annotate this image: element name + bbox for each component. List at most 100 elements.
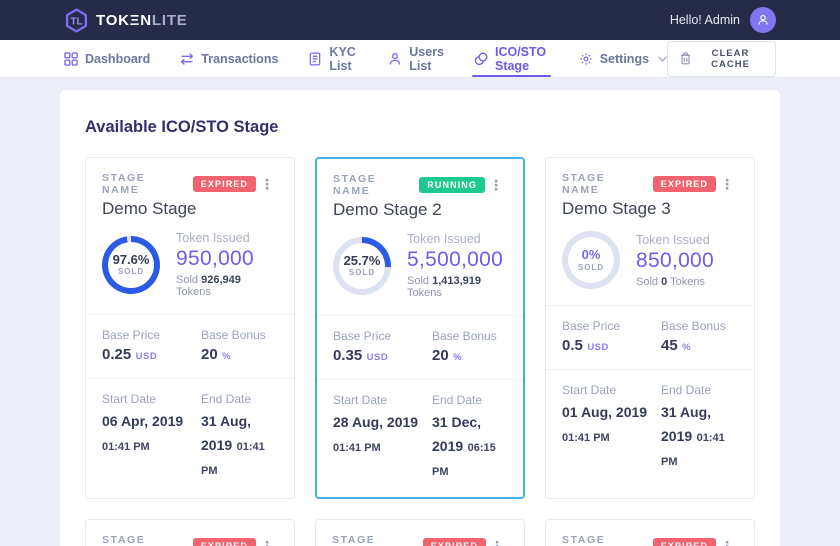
sold-percent: 25.7% [343, 252, 381, 268]
clear-cache-button[interactable]: CLEAR CACHE [667, 40, 776, 77]
main-panel: Available ICO/STO Stage STAGE NAME EXPIR… [60, 90, 780, 546]
coins-icon [474, 52, 488, 66]
base-bonus-label: Base Bonus [661, 319, 726, 333]
kyc-document-icon [308, 51, 322, 66]
stage-card: STAGE NAME EXPIRED ⋮ Demo Stage 3 0% SOL… [545, 157, 755, 499]
sold-donut-chart: 97.6% SOLD [102, 235, 160, 294]
sold-donut-chart: 25.7% SOLD [333, 236, 391, 295]
nav-label: KYC List [329, 44, 356, 73]
nav-item-transactions[interactable]: Transactions [180, 40, 278, 77]
stage-title: Demo Stage 2 [333, 200, 442, 219]
stage-name-label: STAGE NAME [562, 534, 606, 546]
token-issued-label: Token Issued [176, 231, 250, 245]
sold-caption: SOLD [577, 262, 605, 272]
sold-caption: SOLD [348, 268, 376, 278]
stage-card: STAGE NAME EXPIRED ⋮ Demo Stage 97.6% SO… [85, 157, 295, 499]
nav-label: ICO/STO Stage [494, 44, 547, 73]
end-date-value: 31 Aug, 2019 01:41 PM [201, 413, 265, 477]
more-options-icon[interactable]: ⋮ [489, 177, 503, 193]
more-options-icon[interactable]: ⋮ [260, 538, 274, 546]
stage-name-label: STAGE NAME [102, 534, 146, 546]
sold-percent: 97.6% [112, 251, 150, 267]
brand-wordmark: TOKΞNLITE [96, 11, 188, 29]
base-price-value: 0.5 USD [562, 337, 609, 354]
token-issued-value: 950,000 [176, 247, 255, 270]
base-price-label: Base Price [562, 319, 621, 333]
start-date-value: 28 Aug, 2019 01:41 PM [333, 414, 419, 454]
sold-donut-chart: 0% SOLD [562, 231, 620, 289]
status-badge: EXPIRED [192, 538, 256, 546]
more-options-icon[interactable]: ⋮ [490, 538, 504, 546]
trash-icon [680, 52, 691, 65]
base-price-value: 0.25 USD [102, 346, 158, 363]
main-navbar: Dashboard Transactions K [0, 40, 840, 78]
sold-caption: SOLD [117, 267, 145, 277]
status-badge: EXPIRED [652, 176, 716, 192]
avatar[interactable] [750, 7, 776, 33]
token-issued-label: Token Issued [407, 232, 481, 246]
base-bonus-value: 20 % [432, 347, 463, 364]
sold-percent: 0% [581, 247, 601, 263]
stage-card: STAGE NAME EXPIRED ⋮ Demo Stage 5 0% SOL… [315, 519, 525, 546]
user-area: Hello! Admin [670, 7, 776, 33]
end-date-value: 31 Dec, 2019 06:15 PM [432, 414, 496, 478]
gear-icon [579, 52, 593, 66]
stage-card: STAGE NAME EXPIRED ⋮ Demo Stage 4 0% SOL… [85, 519, 295, 546]
nav-label: Settings [599, 51, 650, 66]
nav-label: Dashboard [85, 51, 151, 66]
base-price-value: 0.35 USD [333, 347, 389, 364]
brand-hexagon-icon: TL [64, 7, 89, 33]
token-issued-value: 5,500,000 [407, 248, 504, 271]
more-options-icon[interactable]: ⋮ [260, 176, 274, 192]
nav-item-settings[interactable]: Settings [579, 40, 667, 77]
token-issued-value: 850,000 [636, 248, 715, 272]
nav-item-ico-sto-stage[interactable]: ICO/STO Stage [471, 40, 551, 77]
top-header: TL TOKΞNLITE Hello! Admin [0, 0, 840, 40]
users-person-icon [388, 52, 402, 66]
nav-item-users-list[interactable]: Users List [388, 40, 444, 77]
base-price-label: Base Price [102, 328, 161, 342]
base-bonus-value: 45 % [661, 337, 692, 354]
status-badge: EXPIRED [192, 176, 256, 192]
start-date-value: 06 Apr, 2019 01:41 PM [102, 413, 184, 453]
base-bonus-label: Base Bonus [201, 328, 266, 342]
svg-text:TL: TL [70, 16, 82, 27]
base-bonus-label: Base Bonus [432, 329, 497, 343]
sold-tokens-line: Sold 1,413,919 Tokens [407, 275, 482, 299]
more-options-icon[interactable]: ⋮ [720, 176, 734, 192]
nav-items: Dashboard Transactions K [64, 40, 667, 77]
start-date-value: 01 Aug, 2019 01:41 PM [562, 404, 648, 444]
base-price-label: Base Price [333, 329, 392, 343]
greeting-text: Hello! Admin [669, 13, 740, 27]
nav-label: Transactions [201, 51, 279, 66]
status-badge: RUNNING [419, 177, 485, 193]
stage-grid: STAGE NAME EXPIRED ⋮ Demo Stage 97.6% SO… [85, 157, 755, 546]
end-date-label: End Date [661, 383, 712, 397]
sold-tokens-line: Sold 926,949 Tokens [176, 274, 241, 298]
dashboard-grid-icon [64, 51, 78, 66]
stage-title: Demo Stage 3 [562, 199, 671, 218]
status-badge: EXPIRED [422, 538, 486, 546]
user-icon [756, 13, 770, 27]
nav-item-dashboard[interactable]: Dashboard [64, 40, 150, 77]
base-bonus-value: 20 % [201, 346, 232, 363]
end-date-label: End Date [432, 393, 483, 407]
nav-item-kyc-list[interactable]: KYC List [308, 40, 358, 77]
nav-right: CLEAR CACHE [667, 40, 776, 77]
status-badge: EXPIRED [652, 538, 716, 546]
stage-card-active: STAGE NAME RUNNING ⋮ Demo Stage 2 25.7% … [315, 157, 525, 499]
stage-name-label: STAGE NAME [332, 534, 376, 546]
nav-label: Users List [409, 44, 444, 73]
more-options-icon[interactable]: ⋮ [720, 538, 734, 546]
transactions-arrows-icon [180, 52, 194, 66]
chevron-down-icon [658, 56, 667, 62]
clear-cache-label: CLEAR CACHE [711, 47, 750, 70]
end-date-label: End Date [201, 392, 252, 406]
brand-logo[interactable]: TL TOKΞNLITE [64, 7, 188, 33]
content-area: Available ICO/STO Stage STAGE NAME EXPIR… [0, 78, 840, 546]
end-date-value: 31 Aug, 2019 01:41 PM [661, 404, 725, 468]
start-date-label: Start Date [562, 383, 617, 397]
start-date-label: Start Date [102, 392, 157, 406]
sold-tokens-line: Sold 0 Tokens [636, 275, 705, 288]
